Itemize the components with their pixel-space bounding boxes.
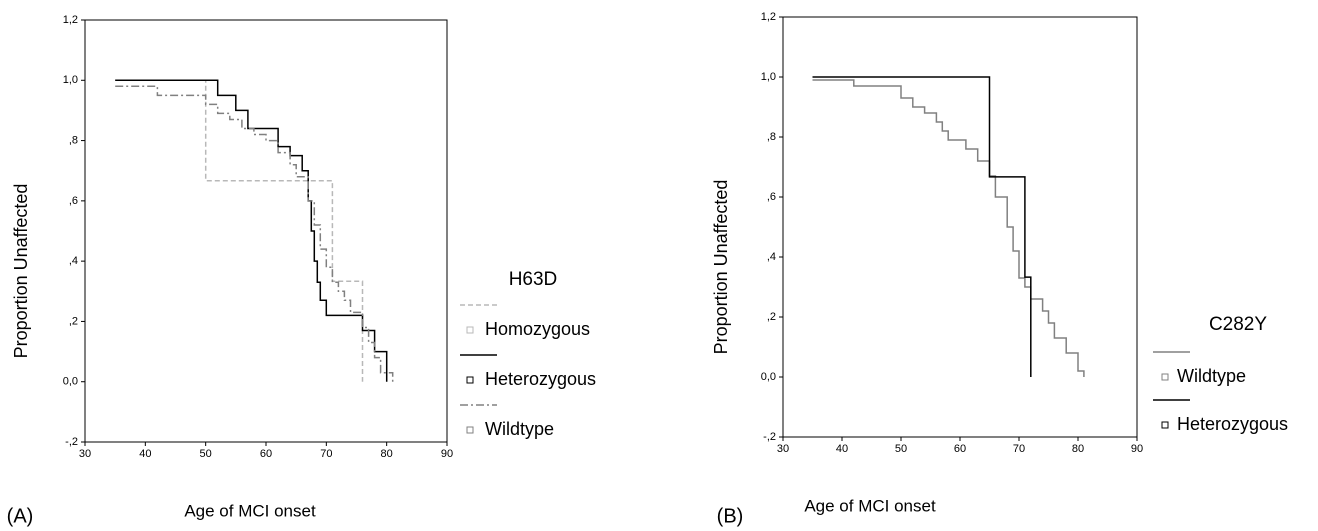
x-tick-label: 40 (836, 443, 848, 455)
panel-label: (A) (7, 505, 34, 527)
x-tick-label: 50 (200, 448, 212, 460)
x-tick-label: 60 (954, 443, 966, 455)
x-tick-label: 80 (381, 448, 393, 460)
y-tick-label: ,8 (69, 134, 78, 146)
y-tick-label: 1,2 (63, 14, 78, 26)
x-tick-label: 70 (1013, 443, 1025, 455)
y-tick-label: 1,0 (63, 74, 78, 86)
y-tick-label: ,6 (767, 191, 776, 203)
x-tick-label: 80 (1072, 443, 1084, 455)
survival-line (115, 79, 388, 382)
legend-marker (466, 376, 474, 384)
survival-line (812, 76, 1032, 377)
legend-marker (466, 326, 474, 334)
x-tick-label: 90 (1131, 443, 1143, 455)
y-tick-label: ,2 (767, 311, 776, 323)
survival-line (812, 79, 1085, 377)
legend-label: Heterozygous (1177, 414, 1288, 434)
x-tick-label: 50 (895, 443, 907, 455)
y-tick-label: ,8 (767, 131, 776, 143)
y-tick-label: ,4 (69, 255, 78, 267)
y-tick-label: -,2 (65, 436, 78, 448)
y-axis-title: Proportion Unaffected (11, 184, 31, 359)
plot-frame (84, 19, 448, 443)
legend-label: Wildtype (1177, 366, 1246, 386)
legend-label: Wildtype (485, 419, 554, 439)
x-tick-label: 70 (320, 448, 332, 460)
x-axis-title: Age of MCI onset (804, 496, 936, 515)
y-tick-label: 0,0 (63, 376, 78, 388)
y-tick-label: 1,0 (761, 71, 776, 83)
x-tick-label: 30 (777, 443, 789, 455)
x-tick-label: 30 (79, 448, 91, 460)
legend-title: C282Y (1209, 314, 1267, 335)
x-tick-label: 90 (441, 448, 453, 460)
legend-marker (1161, 373, 1169, 381)
survival-line (115, 85, 394, 382)
y-tick-label: 1,2 (761, 11, 776, 23)
legend-label: Heterozygous (485, 369, 596, 389)
y-tick-label: ,2 (69, 315, 78, 327)
legend-title: H63D (509, 269, 558, 290)
survival-line (115, 79, 364, 382)
legend-marker (1161, 421, 1169, 429)
y-tick-label: ,6 (69, 195, 78, 207)
x-axis-title: Age of MCI onset (184, 501, 316, 520)
y-tick-label: 0,0 (761, 371, 776, 383)
panel-label: (B) (717, 505, 744, 527)
y-tick-label: ,4 (767, 251, 776, 263)
legend-label: Homozygous (485, 319, 590, 339)
x-tick-label: 60 (260, 448, 272, 460)
y-tick-label: -,2 (763, 431, 776, 443)
legend-marker (466, 426, 474, 434)
x-tick-label: 40 (139, 448, 151, 460)
y-axis-title: Proportion Unaffected (711, 180, 731, 355)
